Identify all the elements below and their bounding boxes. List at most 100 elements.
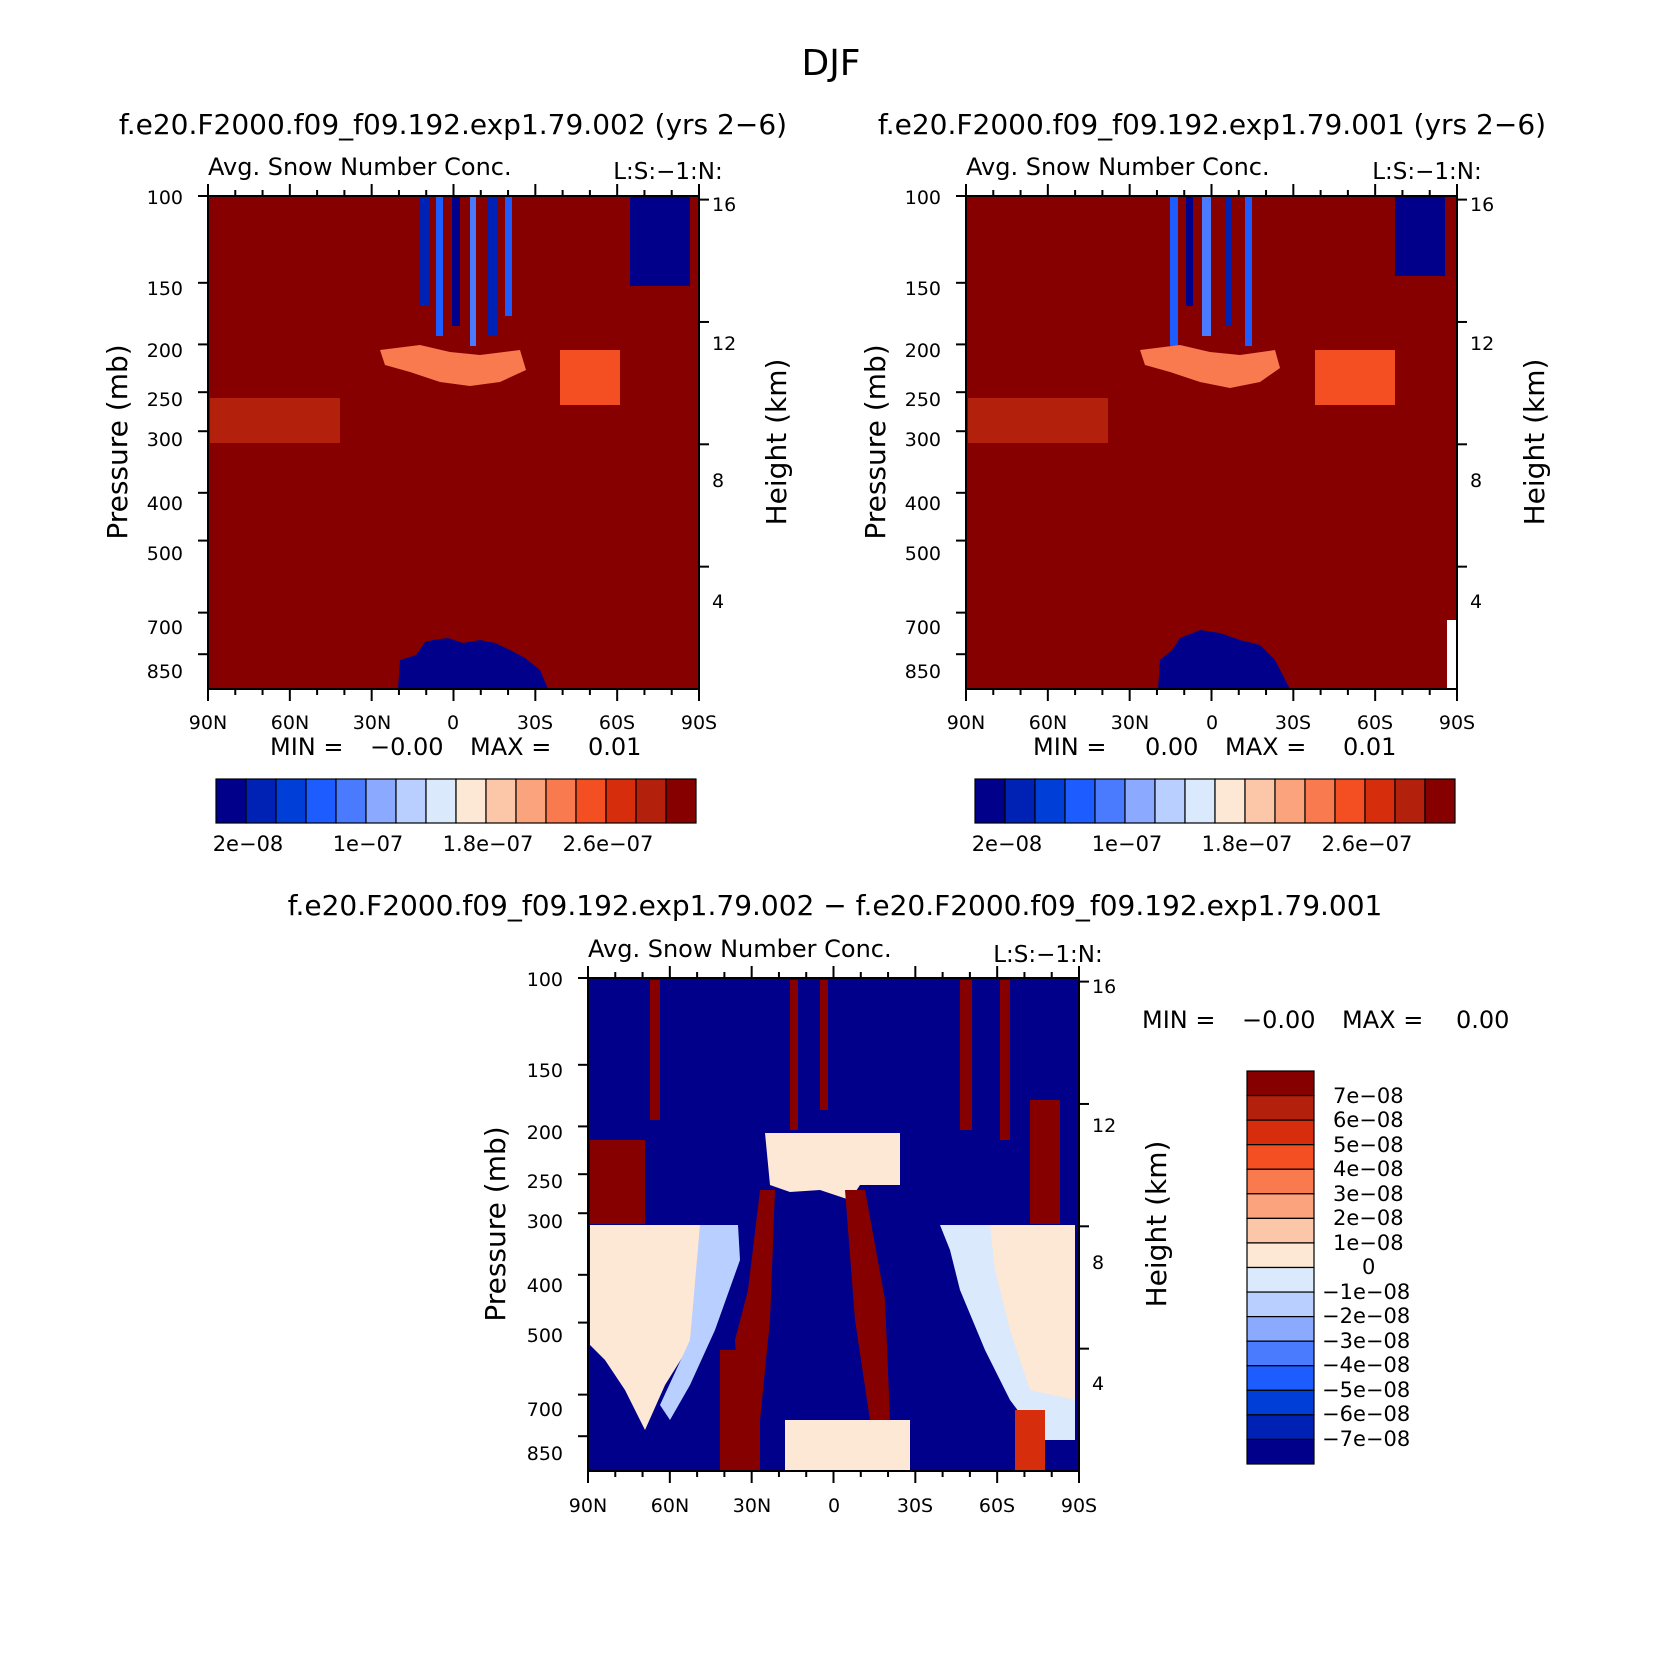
colorbar-label: 2e−08	[1333, 1206, 1404, 1230]
colorbar-swatch	[1304, 778, 1336, 824]
colorbar-swatch	[305, 778, 337, 824]
colorbar-swatch	[545, 778, 577, 824]
region-upper-red	[1000, 980, 1010, 1140]
y2-tick-label: 12	[1470, 333, 1494, 355]
colorbar-label: −5e−08	[1322, 1378, 1410, 1402]
x-tick-label: 90S	[1061, 1495, 1097, 1517]
units-label: L:S:−1:N:	[993, 942, 1103, 968]
x-tick-label: 90S	[1439, 712, 1475, 734]
region-low-cream-sh	[990, 1225, 1075, 1400]
region-bottom-cream	[785, 1420, 910, 1471]
colorbar-labels: 7e−08 6e−08 5e−08 4e−08 3e−08 2e−08 1e−0…	[1322, 1084, 1410, 1451]
y-tick-label: 150	[527, 1060, 563, 1082]
run-label: f.e20.F2000.f09_f09.192.exp1.79.002 (yrs…	[119, 108, 787, 141]
x-tick-label: 0	[447, 712, 459, 734]
x-tick-label: 60S	[599, 712, 635, 734]
y2-axis: 16 12 8 4	[1092, 976, 1116, 1395]
y-tick-label: 850	[527, 1443, 563, 1465]
colorbar-label: 1e−07	[333, 832, 404, 856]
x-tick-label: 60N	[1029, 712, 1067, 734]
colorbar-swatch	[425, 778, 457, 824]
y-tick-label: 850	[905, 661, 941, 683]
y-axis-label: Pressure (mb)	[859, 344, 892, 539]
max-value: 0.01	[588, 733, 641, 761]
y2-tick-label: 8	[712, 470, 724, 492]
colorbar-label: −4e−08	[1322, 1353, 1410, 1377]
region-upper-red	[960, 980, 972, 1130]
y-tick-label: 500	[147, 543, 183, 565]
y-tick-label: 400	[527, 1275, 563, 1297]
y-tick-label: 250	[905, 389, 941, 411]
y-tick-label: 150	[905, 278, 941, 300]
y-tick-label: 300	[905, 429, 941, 451]
min-value: 0.00	[1145, 733, 1198, 761]
min-label: MIN =	[270, 733, 343, 761]
colorbar-swatch	[1244, 778, 1276, 824]
x-tick-label: 60N	[651, 1495, 689, 1517]
y-axis: 100 150 200 250 300 400 500 700 850	[147, 187, 183, 683]
colorbar-label: −2e−08	[1322, 1304, 1410, 1328]
y2-tick-label: 12	[712, 333, 736, 355]
colorbar-swatch	[1124, 778, 1156, 824]
y-axis-label: Pressure (mb)	[101, 344, 134, 539]
min-label: MIN =	[1033, 733, 1106, 761]
region-mid-orange	[968, 398, 1108, 443]
x-tick-label: 30S	[1275, 712, 1311, 734]
colorbar-swatch	[1246, 1094, 1315, 1121]
region-upper-blue	[1170, 196, 1178, 346]
colorbar-label: 1.8e−07	[1202, 832, 1293, 856]
y2-axis-label: Height (km)	[1518, 359, 1551, 526]
colorbar-label: 4e−08	[1333, 1157, 1404, 1181]
colorbar-swatch	[395, 778, 427, 824]
chart-title: Avg. Snow Number Conc.	[588, 935, 892, 963]
colorbar-swatch	[1246, 1414, 1315, 1441]
y-axis: 100 150 200 250 300 400 500 700 850	[905, 187, 941, 683]
region-upper-red	[1030, 1100, 1060, 1224]
colorbar-label: 1e−08	[1333, 1231, 1404, 1255]
colorbar-swatch	[1394, 778, 1426, 824]
colorbar-swatch	[1246, 1217, 1315, 1244]
x-tick-label: 90N	[189, 712, 227, 734]
colorbar-label: −1e−08	[1322, 1280, 1410, 1304]
colorbar	[974, 778, 1456, 824]
x-tick-label: 60N	[271, 712, 309, 734]
colorbar-swatch	[455, 778, 487, 824]
region-low-red	[720, 1350, 760, 1471]
region-upper-blue	[452, 196, 460, 326]
colorbar-label: 2.6e−07	[563, 832, 654, 856]
colorbar-label: 2e−08	[213, 832, 284, 856]
x-tick-label: 30N	[1111, 712, 1149, 734]
colorbar-labels: 2e−08 1e−07 1.8e−07 2.6e−07	[213, 832, 654, 856]
colorbar-swatch	[1184, 778, 1216, 824]
region-upper-blue	[1395, 196, 1445, 276]
x-axis: 90N 60N 30N 0 30S 60S 90S	[947, 712, 1475, 734]
colorbar-swatch	[605, 778, 637, 824]
colorbar-swatch	[515, 778, 547, 824]
colorbar-label: −7e−08	[1322, 1427, 1410, 1451]
axis-ticks	[198, 184, 1467, 1483]
colorbar-swatch	[1274, 778, 1306, 824]
y-tick-label: 700	[905, 617, 941, 639]
colorbar-label: 7e−08	[1333, 1084, 1404, 1108]
colorbar-swatch	[1214, 778, 1246, 824]
region-upper-blue	[1225, 196, 1232, 326]
region-upper-blue	[1202, 196, 1211, 336]
region-mid-orange	[1315, 350, 1395, 405]
region-lower-blue	[398, 638, 548, 689]
colorbar-swatch	[1246, 1144, 1315, 1170]
max-value: 0.01	[1343, 733, 1396, 761]
colorbar	[1246, 1070, 1315, 1465]
colorbar-swatch	[1246, 1070, 1315, 1097]
y2-tick-label: 16	[1470, 194, 1494, 216]
page-title: DJF	[801, 43, 860, 84]
x-tick-label: 90S	[681, 712, 717, 734]
region-upper-blue	[1245, 196, 1252, 346]
min-max-readout: MIN = −0.00 MAX = 0.01	[270, 733, 641, 761]
colorbar-swatch	[1154, 778, 1186, 824]
region-upper-red	[650, 980, 660, 1120]
chart-panel-2: f.e20.F2000.f09_f09.192.exp1.79.001 (yrs…	[859, 108, 1551, 856]
y-tick-label: 400	[905, 493, 941, 515]
y-tick-label: 400	[147, 493, 183, 515]
region-edge-white	[1447, 620, 1457, 689]
contour-field	[966, 196, 1457, 689]
